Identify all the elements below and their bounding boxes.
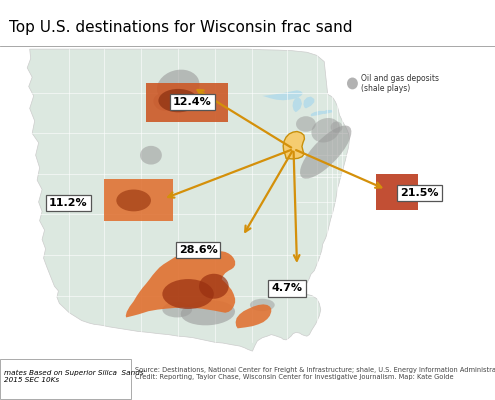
Ellipse shape: [300, 126, 351, 179]
Text: mates Based on Superior Silica  Sands'
2015 SEC 10Ks: mates Based on Superior Silica Sands' 20…: [4, 370, 146, 384]
Ellipse shape: [162, 279, 214, 309]
Polygon shape: [104, 178, 173, 221]
Polygon shape: [303, 96, 314, 108]
Text: 12.4%: 12.4%: [173, 97, 211, 107]
Ellipse shape: [199, 274, 229, 299]
Ellipse shape: [347, 78, 358, 89]
Polygon shape: [283, 132, 304, 159]
Ellipse shape: [116, 190, 151, 211]
Ellipse shape: [331, 122, 343, 133]
Polygon shape: [126, 251, 235, 318]
Ellipse shape: [311, 118, 340, 142]
Text: Oil and gas deposits
(shale plays): Oil and gas deposits (shale plays): [361, 74, 440, 93]
Ellipse shape: [158, 89, 198, 112]
Polygon shape: [376, 174, 418, 210]
Polygon shape: [311, 111, 326, 116]
Text: Source: Destinations, National Center for Freight & Infrastructure; shale, U.S. : Source: Destinations, National Center fo…: [135, 368, 495, 380]
Ellipse shape: [250, 299, 275, 311]
Polygon shape: [236, 304, 271, 328]
Polygon shape: [323, 110, 333, 114]
Ellipse shape: [296, 116, 316, 132]
Polygon shape: [262, 90, 303, 100]
Text: 28.6%: 28.6%: [179, 245, 217, 255]
Text: 21.5%: 21.5%: [400, 188, 439, 198]
Polygon shape: [27, 49, 349, 351]
Polygon shape: [146, 84, 228, 122]
Text: Top U.S. destinations for Wisconsin frac sand: Top U.S. destinations for Wisconsin frac…: [9, 20, 352, 35]
Text: 11.2%: 11.2%: [49, 198, 88, 208]
FancyBboxPatch shape: [0, 359, 131, 399]
Text: 4.7%: 4.7%: [272, 284, 302, 294]
Ellipse shape: [162, 302, 192, 318]
Ellipse shape: [140, 146, 162, 164]
Ellipse shape: [153, 94, 173, 111]
Polygon shape: [293, 97, 302, 112]
Ellipse shape: [181, 300, 235, 325]
Ellipse shape: [157, 70, 199, 104]
